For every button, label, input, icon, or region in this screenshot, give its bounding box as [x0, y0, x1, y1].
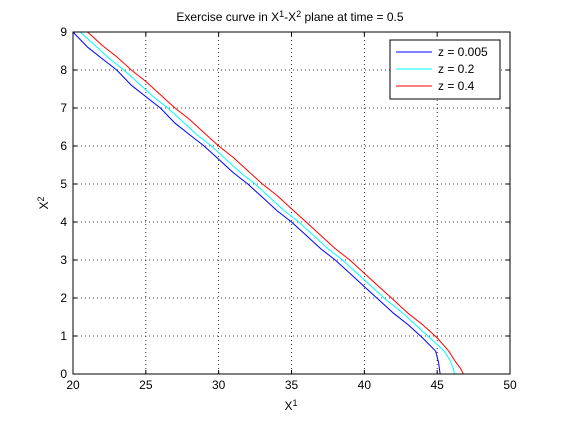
x-tick-label: 45: [430, 378, 444, 392]
series-line-2: [79, 31, 456, 375]
series-line-3: [87, 31, 464, 375]
legend: z = 0.005 z = 0.2 z = 0.4: [389, 39, 501, 100]
legend-label-3: z = 0.4: [438, 79, 475, 93]
y-tick-label: 2: [60, 291, 67, 305]
x-tick-label: 35: [285, 378, 299, 392]
x-tick-label: 40: [358, 378, 372, 392]
y-axis-label: X2: [36, 196, 51, 209]
x-axis-label: X1: [284, 398, 297, 413]
x-tick-label: 50: [503, 378, 517, 392]
y-tick-label: 4: [60, 215, 67, 229]
legend-entries: z = 0.005 z = 0.2 z = 0.4: [396, 45, 488, 93]
x-tick-label: 30: [212, 378, 226, 392]
series-line-1: [72, 31, 441, 375]
y-tick-label: 9: [60, 25, 67, 39]
chart-title: Exercise curve in X1-X2 plane at time = …: [176, 9, 403, 24]
y-tick-label: 8: [60, 63, 67, 77]
y-tick-label: 3: [60, 253, 67, 267]
y-tick-label: 7: [60, 101, 67, 115]
legend-label-1: z = 0.005: [438, 45, 488, 59]
x-tick-label: 25: [139, 378, 153, 392]
y-tick-label: 0: [60, 367, 67, 381]
y-tick-label: 6: [60, 139, 67, 153]
x-tick-label: 20: [66, 378, 80, 392]
legend-label-2: z = 0.2: [438, 62, 475, 76]
series-lines: [72, 31, 464, 375]
grid: [73, 32, 510, 374]
y-tick-label: 5: [60, 177, 67, 191]
axis-ticks: [72, 31, 511, 375]
y-tick-label: 1: [60, 329, 67, 343]
